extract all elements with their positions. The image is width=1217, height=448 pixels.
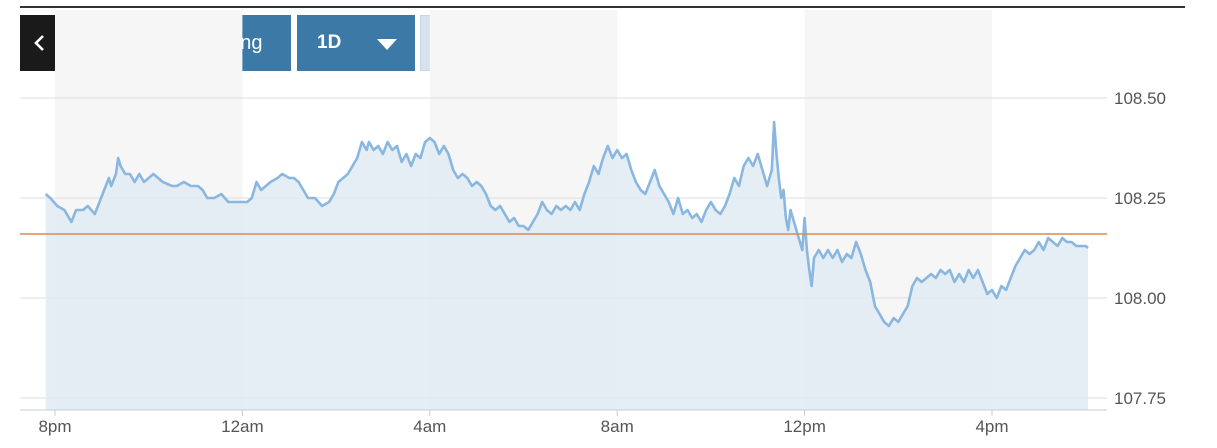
- y-axis-labels: 107.75 108.00 108.25 108.50: [1114, 89, 1166, 408]
- x-tick-label: 8am: [601, 417, 634, 436]
- x-tick-label: 12pm: [783, 417, 826, 436]
- y-tick-label: 107.75: [1114, 389, 1166, 408]
- caret-down-icon: [377, 39, 397, 50]
- x-axis-labels: 8pm 12am 4am 8am 12pm 4pm: [38, 410, 1009, 436]
- y-tick-label: 108.25: [1114, 189, 1166, 208]
- top-rule: [20, 6, 1185, 8]
- back-button[interactable]: [20, 15, 59, 71]
- x-tick-label: 4pm: [975, 417, 1008, 436]
- y-tick-label: 108.50: [1114, 89, 1166, 108]
- price-line: [44, 120, 1089, 328]
- price-area: [45, 122, 1089, 410]
- x-tick-label: 12am: [221, 417, 264, 436]
- x-tick-label: 4am: [413, 417, 446, 436]
- period-dropdown[interactable]: 1D: [297, 15, 415, 71]
- y-tick-label: 108.00: [1114, 289, 1166, 308]
- chevron-left-icon: [33, 35, 44, 51]
- x-tick-label: 8pm: [38, 417, 71, 436]
- period-label: 1D: [317, 32, 342, 53]
